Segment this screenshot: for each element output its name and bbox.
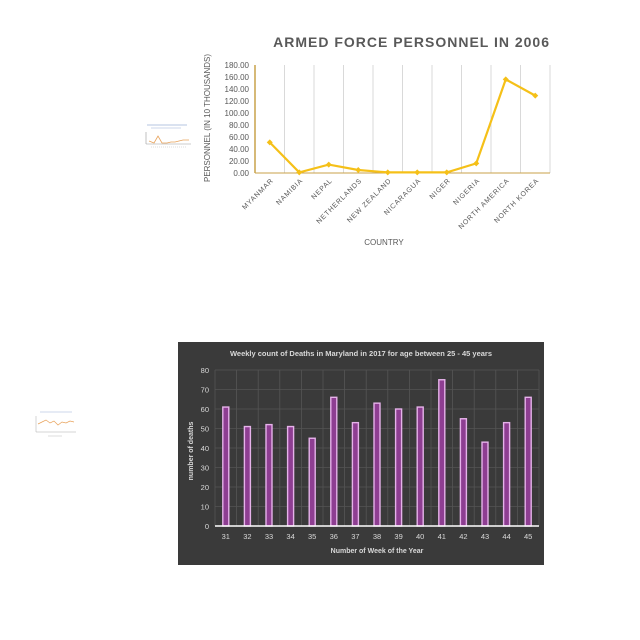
- bar: [286, 425, 295, 527]
- y-tick-label: 0: [205, 522, 209, 531]
- armed-force-line-chart: ARMED FORCE PERSONNEL IN 2006 0.00 20.00 4…: [196, 22, 560, 254]
- bar: [524, 396, 532, 527]
- data-point: [266, 139, 273, 146]
- x-tick-label: MYANMAR: [241, 177, 275, 211]
- y-axis-label: PERSONNEL (IN 10 THOUSANDS): [203, 54, 212, 182]
- x-tick-label: 31: [222, 532, 230, 541]
- x-tick-label: 32: [243, 532, 251, 541]
- x-axis-tick-labels: 31 32 33 34 35 36 37 38 39 40 41 42 43 44 45: [222, 532, 533, 541]
- x-tick-label: 39: [394, 532, 402, 541]
- x-tick-label: NORTH AMERICA: [458, 177, 511, 230]
- y-tick-label: 40: [201, 444, 209, 453]
- y-tick-label: 80.00: [229, 121, 250, 130]
- y-tick-label: 60: [201, 405, 209, 414]
- x-tick-label: NIGER: [429, 177, 452, 200]
- data-point: [355, 167, 362, 173]
- y-tick-label: 40.00: [229, 145, 250, 154]
- bar: [265, 423, 273, 527]
- y-tick-label: 70: [201, 386, 209, 395]
- bar: [481, 441, 489, 527]
- y-axis-tick-labels: 0 10 20 30 40 50 60 70 80: [201, 366, 209, 531]
- x-tick-label: 43: [481, 532, 489, 541]
- y-tick-label: 20.00: [229, 157, 250, 166]
- y-tick-label: 20: [201, 483, 209, 492]
- bar: [438, 379, 446, 527]
- y-axis-label: number of deaths: [188, 422, 195, 481]
- y-tick-label: 180.00: [225, 61, 250, 70]
- x-tick-label: 42: [459, 532, 467, 541]
- y-tick-label: 60.00: [229, 133, 250, 142]
- data-point: [325, 161, 332, 168]
- data-point: [296, 169, 303, 176]
- data-point: [473, 160, 480, 167]
- thumbnail-line-chart-2: [30, 408, 80, 438]
- x-axis-label: COUNTRY: [364, 238, 404, 247]
- data-point: [414, 169, 421, 176]
- data-point: [502, 76, 509, 83]
- gridlines: [284, 65, 551, 173]
- bar: [394, 408, 403, 527]
- chart-title: ARMED FORCE PERSONNEL IN 2006: [273, 34, 550, 50]
- x-axis-label: Number of Week of the Year: [331, 548, 424, 555]
- x-tick-label: 45: [524, 532, 532, 541]
- x-tick-label: 37: [351, 532, 359, 541]
- x-tick-label: NEPAL: [311, 177, 335, 201]
- x-tick-label: 36: [330, 532, 338, 541]
- y-tick-label: 0.00: [233, 169, 249, 178]
- series-line: [268, 77, 536, 174]
- y-tick-label: 50: [201, 425, 209, 434]
- y-tick-label: 120.00: [225, 97, 250, 106]
- y-tick-label: 140.00: [225, 85, 250, 94]
- bar: [502, 421, 511, 527]
- data-points: [266, 76, 539, 176]
- y-tick-label: 30: [201, 464, 209, 473]
- bar: [351, 421, 360, 527]
- bar: [330, 396, 338, 527]
- x-tick-label: NAMIBIA: [275, 177, 304, 206]
- x-tick-label: NIGERIA: [452, 177, 481, 206]
- data-point: [384, 169, 391, 176]
- thumbnail-line-chart: [141, 122, 195, 152]
- x-tick-label: 40: [416, 532, 424, 541]
- x-tick-label: 38: [373, 532, 381, 541]
- data-point: [532, 92, 539, 99]
- x-tick-label: 35: [308, 532, 316, 541]
- bar: [243, 425, 252, 527]
- x-tick-label: 44: [502, 532, 510, 541]
- x-tick-label: 33: [265, 532, 273, 541]
- bar: [459, 418, 468, 527]
- y-axis-tick-labels: 0.00 20.00 40.00 60.00 80.00 100.00 120.00 140.…: [225, 61, 250, 178]
- chart-title: Weekly count of Deaths in Maryland in 20…: [230, 349, 492, 358]
- x-tick-label: 34: [286, 532, 294, 541]
- maryland-deaths-bar-chart: Weekly count of Deaths in Maryland in 20…: [178, 342, 544, 565]
- y-tick-label: 10: [201, 503, 209, 512]
- bar: [222, 406, 230, 527]
- bar: [308, 437, 316, 527]
- y-tick-label: 100.00: [225, 109, 250, 118]
- y-tick-label: 80: [201, 366, 209, 375]
- data-point: [443, 169, 450, 176]
- bar: [373, 402, 381, 527]
- bar: [416, 406, 424, 527]
- y-tick-label: 160.00: [225, 73, 250, 82]
- x-tick-label: 41: [438, 532, 446, 541]
